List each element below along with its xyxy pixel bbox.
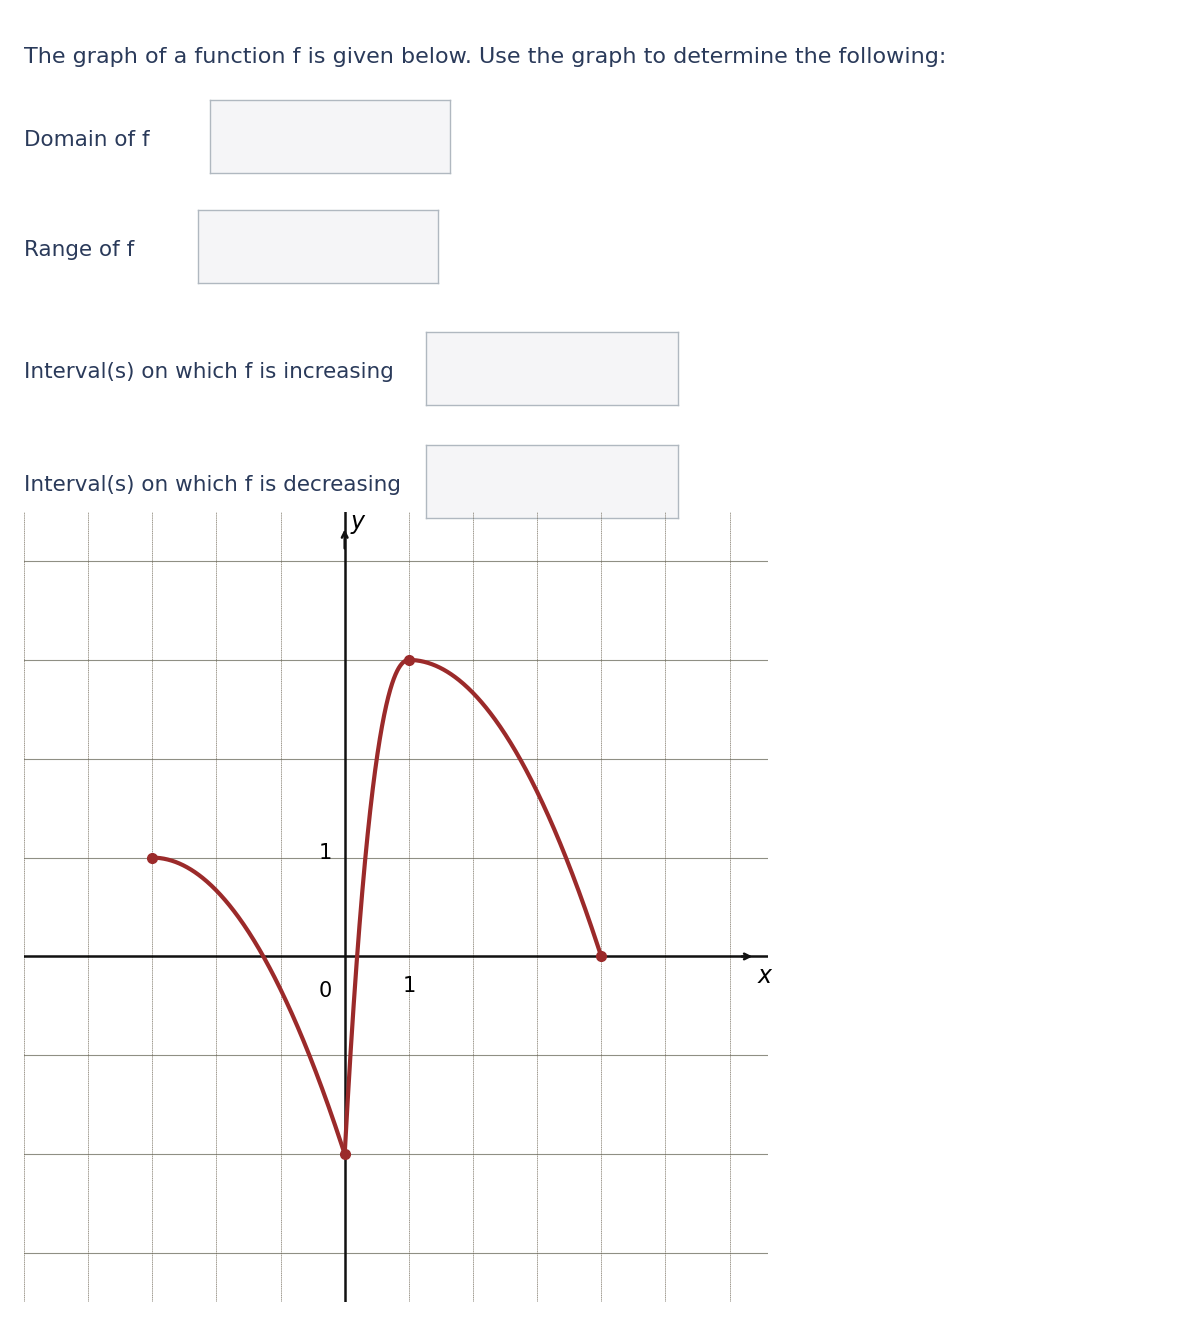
Text: Interval(s) on which f is increasing: Interval(s) on which f is increasing (24, 361, 394, 383)
Text: Domain of f: Domain of f (24, 129, 150, 150)
Text: y: y (350, 509, 365, 533)
Text: 1: 1 (319, 843, 332, 863)
Text: Range of f: Range of f (24, 239, 134, 260)
Text: 1: 1 (402, 977, 415, 997)
Text: Interval(s) on which f is decreasing: Interval(s) on which f is decreasing (24, 474, 401, 496)
Text: x: x (757, 965, 772, 989)
Text: The graph of a function f is given below. Use the graph to determine the followi: The graph of a function f is given below… (24, 47, 947, 66)
Text: 0: 0 (319, 981, 332, 1001)
